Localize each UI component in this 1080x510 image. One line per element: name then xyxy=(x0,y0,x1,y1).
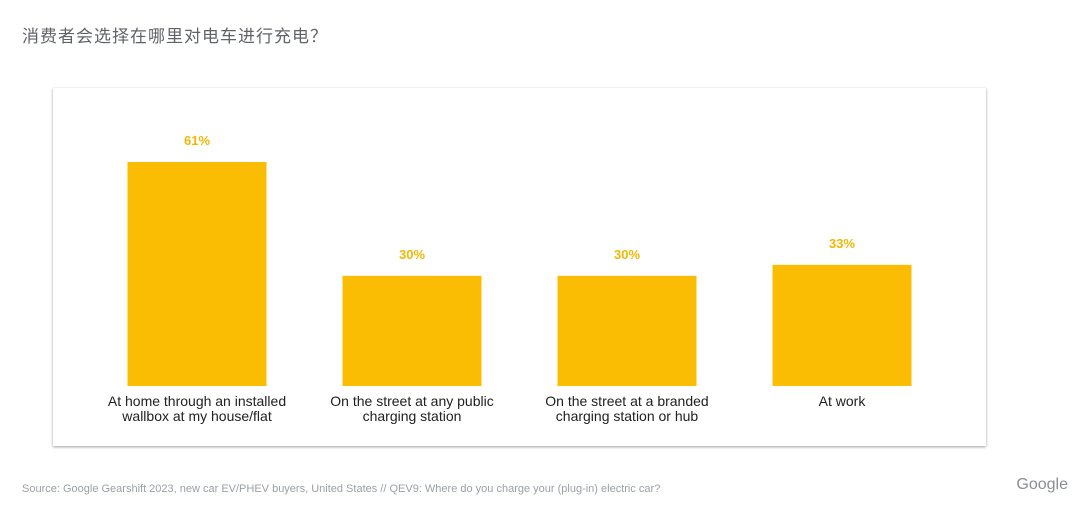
bar-value-label-2: 30% xyxy=(614,247,640,262)
category-label-0-line-1: wallbox at my house/flat xyxy=(121,408,272,424)
category-label-1-line-0: On the street at any public xyxy=(330,393,493,409)
category-label-3-line-0: At work xyxy=(819,393,867,409)
bar-0 xyxy=(127,162,267,386)
category-label-2-line-0: On the street at a branded xyxy=(545,393,708,409)
bar-value-label-1: 30% xyxy=(399,247,425,262)
category-label-1-line-1: charging station xyxy=(363,408,462,424)
bar-value-label-0: 61% xyxy=(184,133,210,148)
source-note: Source: Google Gearshift 2023, new car E… xyxy=(22,483,661,495)
bar-1 xyxy=(342,275,482,386)
google-logo: Google xyxy=(1016,476,1068,493)
bar-2 xyxy=(557,275,697,386)
page-title: 消费者会选择在哪里对电车进行充电？ xyxy=(22,27,328,47)
chart-card: 61% At home through an installed wallbox a… xyxy=(53,88,986,446)
bar-3 xyxy=(772,264,912,386)
category-label-0-line-0: At home through an installed xyxy=(108,393,286,409)
bar-value-label-3: 33% xyxy=(829,236,855,251)
category-label-2-line-1: charging station or hub xyxy=(556,408,699,424)
